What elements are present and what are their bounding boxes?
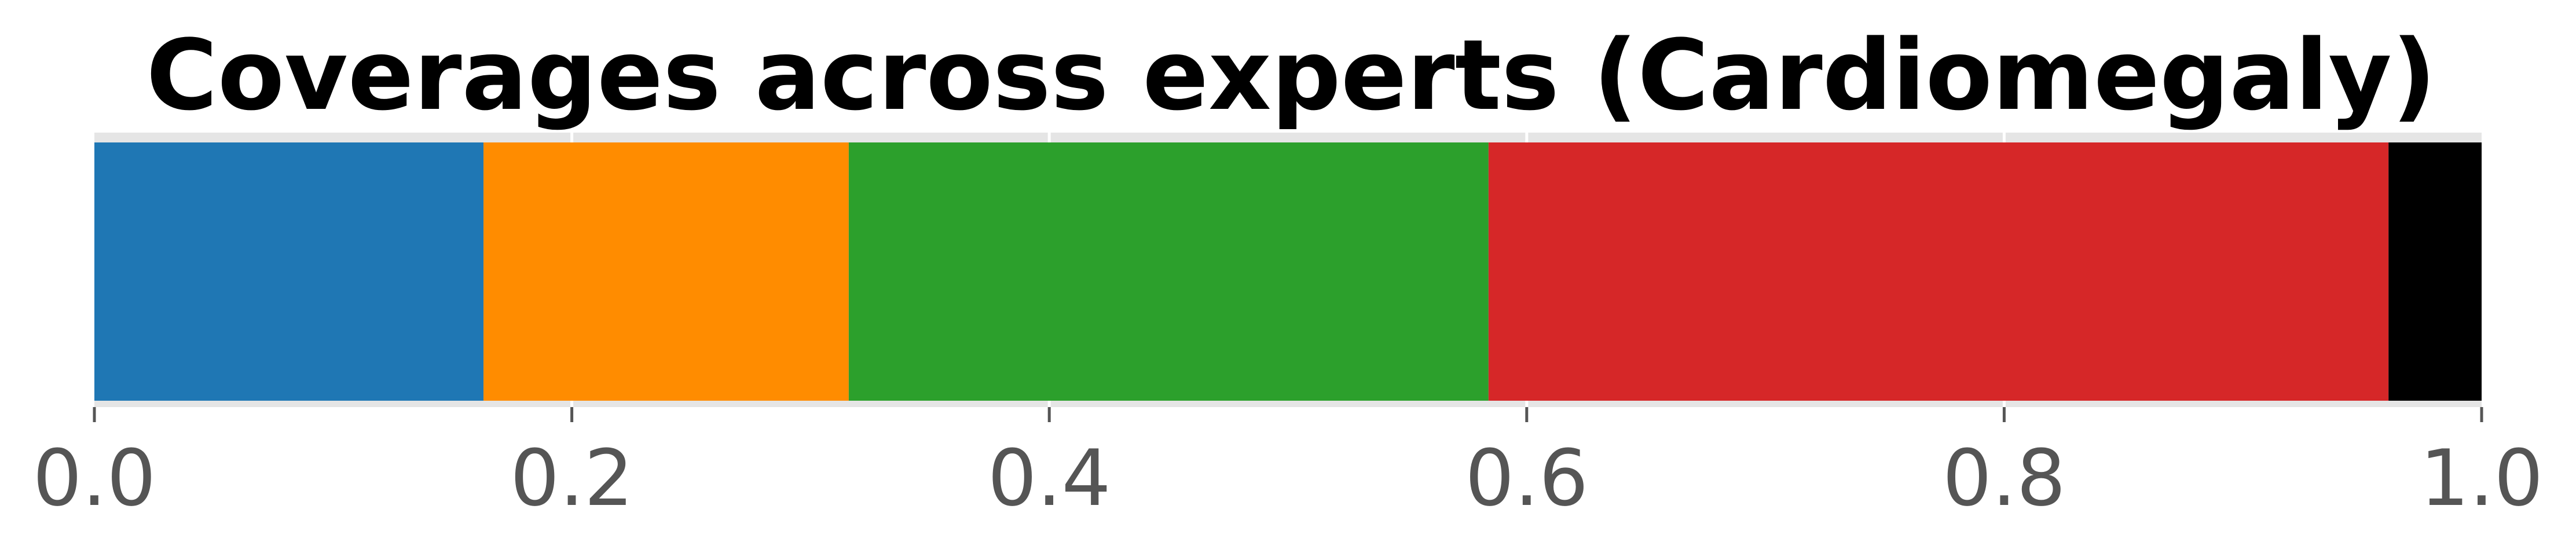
x-tick-label: 0.0 [32,433,156,523]
bar-segment-2 [483,142,849,401]
bar-segment-1 [94,142,484,401]
x-tick-label: 0.6 [1465,433,1588,523]
x-tick-label: 0.2 [510,433,633,523]
chart-title: Coverages across experts (Cardiomegaly) [146,19,2436,132]
bar-segment-4 [1488,142,2389,401]
bar-segment-5 [2388,142,2482,401]
x-tick-label: 1.0 [2420,433,2543,523]
x-tick-label: 0.8 [1943,433,2066,523]
bar-segment-3 [848,142,1489,401]
x-tick-label: 0.4 [988,433,1111,523]
plot-area: 0.0 0.2 0.4 0.6 0.8 1.0 [32,133,2544,523]
